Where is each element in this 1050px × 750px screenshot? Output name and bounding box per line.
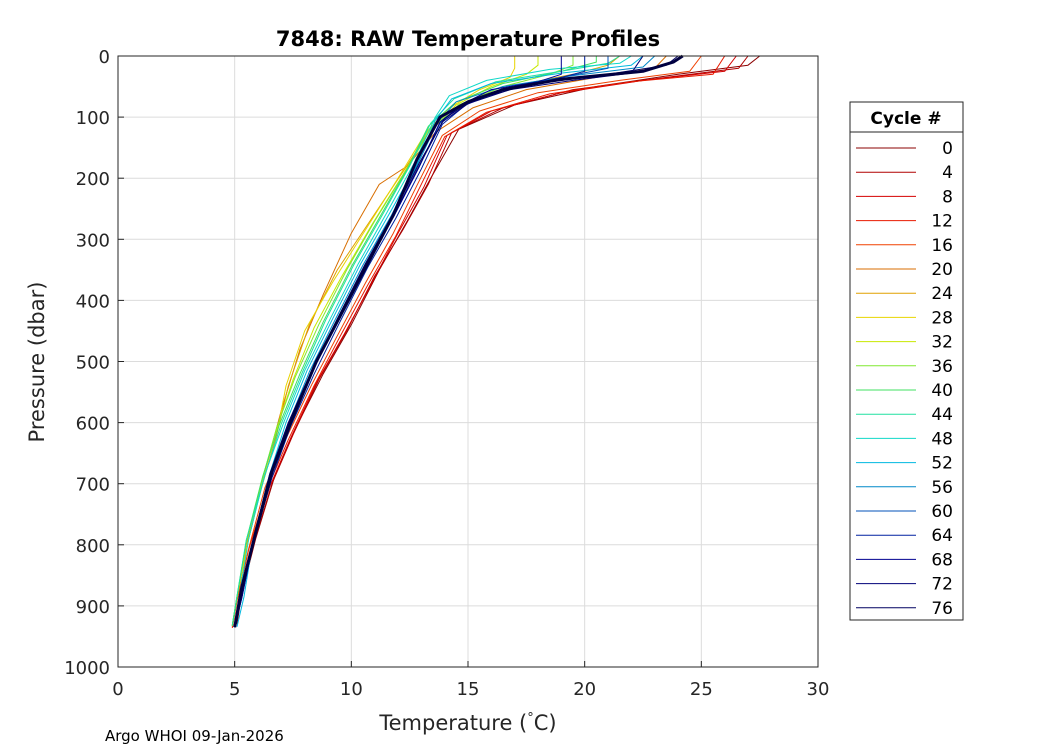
legend-label-cycle-44: 44	[931, 405, 953, 425]
chart-title: 7848: RAW Temperature Profiles	[276, 27, 660, 51]
x-axis-label-degree: °	[527, 711, 534, 726]
legend-label-cycle-56: 56	[931, 478, 953, 498]
legend-box	[849, 101, 964, 621]
legend-label-cycle-60: 60	[931, 502, 953, 522]
x-tick-label: 25	[690, 679, 713, 700]
y-axis-label: Pressure (dbar)	[25, 282, 49, 443]
profile-line-cycle-44	[231, 55, 620, 626]
series-layer	[231, 54, 761, 628]
legend-label-cycle-36: 36	[931, 357, 953, 377]
y-tick-label: 700	[76, 475, 110, 496]
x-tick-label: 0	[112, 679, 123, 700]
x-tick-label: 20	[573, 679, 596, 700]
x-tick-label: 5	[229, 679, 240, 700]
mean-profile-line	[233, 54, 684, 628]
legend-label-cycle-32: 32	[931, 333, 953, 353]
x-axis-label-main: Temperature (	[378, 711, 527, 735]
legend-label-cycle-0: 0	[942, 139, 953, 159]
legend-label-cycle-24: 24	[931, 284, 953, 304]
legend-title: Cycle #	[870, 109, 941, 129]
y-tick-label: 500	[76, 353, 110, 374]
legend-label-cycle-76: 76	[931, 599, 953, 619]
legend-label-cycle-64: 64	[931, 526, 953, 546]
y-tick-label: 300	[76, 230, 110, 251]
legend-label-cycle-8: 8	[942, 187, 953, 207]
legend-label-cycle-68: 68	[931, 550, 953, 570]
legend-label-cycle-72: 72	[931, 575, 953, 595]
legend-label-cycle-12: 12	[931, 212, 953, 232]
y-tick-label: 200	[76, 169, 110, 190]
x-tick-label: 15	[457, 679, 480, 700]
y-tick-label: 1000	[64, 658, 110, 679]
y-tick-label: 0	[99, 47, 110, 68]
legend-label-cycle-4: 4	[942, 163, 953, 183]
y-tick-label: 100	[76, 108, 110, 129]
x-axis-label-tail: C)	[534, 711, 557, 735]
y-tick-label: 800	[76, 536, 110, 557]
profile-line-cycle-48	[234, 55, 632, 627]
axis-ticks: 0 5 10 15 20 25 300100200300400500600700800900…	[64, 47, 829, 700]
legend-label-cycle-40: 40	[931, 381, 953, 401]
y-tick-label: 400	[76, 291, 110, 312]
footer-credit: Argo WHOI 09-Jan-2026	[105, 727, 284, 745]
legend: Cycle # 04812162024283236404448525660646…	[849, 101, 964, 621]
legend-label-cycle-20: 20	[931, 260, 953, 280]
x-axis-label: Temperature (°C)	[378, 711, 556, 735]
profile-line-cycle-16	[231, 55, 702, 627]
x-tick-label: 30	[807, 679, 830, 700]
legend-label-cycle-48: 48	[931, 429, 953, 449]
grid-lines	[118, 56, 818, 667]
y-tick-label: 600	[76, 414, 110, 435]
legend-label-cycle-16: 16	[931, 236, 953, 256]
y-tick-label: 900	[76, 597, 110, 618]
legend-label-cycle-28: 28	[931, 308, 953, 328]
legend-label-cycle-52: 52	[931, 454, 953, 474]
x-tick-label: 10	[340, 679, 363, 700]
